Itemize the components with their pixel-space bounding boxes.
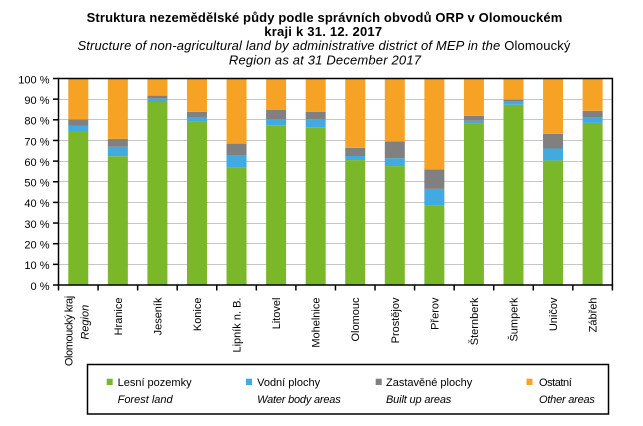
- svg-text:Lipník n. B.: Lipník n. B.: [232, 298, 244, 353]
- svg-text:Region: Region: [80, 305, 92, 340]
- svg-text:kraji k 31. 12. 2017: kraji k 31. 12. 2017: [264, 24, 382, 39]
- svg-text:20 %: 20 %: [24, 240, 49, 252]
- svg-text:30 %: 30 %: [24, 219, 49, 231]
- svg-text:Šumperk: Šumperk: [507, 297, 520, 342]
- svg-text:60 %: 60 %: [24, 157, 49, 169]
- svg-text:Přerov: Přerov: [429, 297, 441, 330]
- svg-text:50 %: 50 %: [24, 178, 49, 190]
- svg-text:Konice: Konice: [192, 298, 204, 332]
- svg-text:Olomouc: Olomouc: [350, 297, 362, 342]
- svg-text:Structure of non-agricultural: Structure of non-agricultural land by ad…: [77, 38, 570, 53]
- svg-text:Jeseník: Jeseník: [152, 297, 164, 335]
- svg-text:Uničov: Uničov: [548, 297, 560, 331]
- svg-text:0 %: 0 %: [31, 281, 50, 293]
- svg-text:Region as at 31 December 2017: Region as at 31 December 2017: [229, 52, 422, 67]
- svg-text:40 %: 40 %: [24, 198, 49, 210]
- svg-text:Lesní pozemky: Lesní pozemky: [118, 377, 192, 389]
- svg-text:Hranice: Hranice: [113, 298, 125, 336]
- svg-text:Vodní plochy: Vodní plochy: [257, 377, 320, 389]
- svg-text:90 %: 90 %: [24, 95, 49, 107]
- svg-text:Ostatní: Ostatní: [539, 377, 572, 389]
- svg-text:Water body areas: Water body areas: [257, 394, 341, 406]
- svg-text:80 %: 80 %: [24, 116, 49, 128]
- svg-text:Struktura nezemědělské půdy po: Struktura nezemědělské půdy podle správn…: [87, 10, 563, 25]
- svg-text:Prostějov: Prostějov: [390, 297, 402, 343]
- svg-text:Zábřeh: Zábřeh: [588, 298, 600, 333]
- svg-text:70 %: 70 %: [24, 136, 49, 148]
- svg-text:Other areas: Other areas: [539, 394, 595, 406]
- svg-text:Olomoucký kraj: Olomoucký kraj: [64, 296, 76, 366]
- svg-text:100 %: 100 %: [18, 74, 49, 86]
- svg-text:10 %: 10 %: [24, 260, 49, 272]
- svg-text:Šternberk: Šternberk: [468, 297, 481, 345]
- svg-text:Mohelnice: Mohelnice: [311, 298, 323, 348]
- svg-text:Zastavěné plochy: Zastavěné plochy: [386, 377, 473, 389]
- svg-text:Litovel: Litovel: [271, 298, 283, 330]
- svg-text:Forest land: Forest land: [118, 394, 174, 406]
- svg-text:Built up areas: Built up areas: [386, 394, 452, 406]
